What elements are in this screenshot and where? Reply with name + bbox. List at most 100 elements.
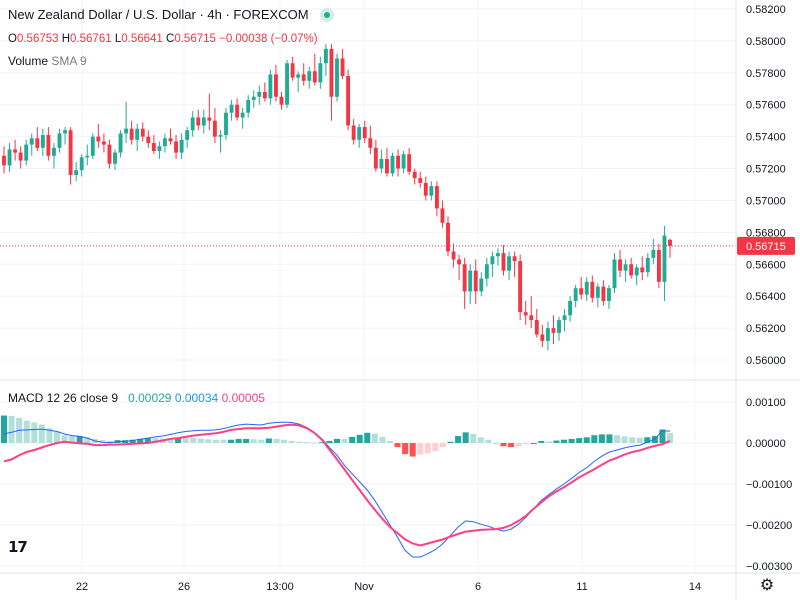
candle-body[interactable]: [107, 144, 112, 164]
candle-body[interactable]: [462, 264, 467, 292]
tradingview-logo-icon[interactable]: 17: [8, 538, 38, 564]
candle-body[interactable]: [262, 91, 267, 99]
candle-body[interactable]: [362, 127, 367, 139]
candle-body[interactable]: [201, 117, 206, 126]
candle-body[interactable]: [607, 288, 611, 301]
candle-body[interactable]: [568, 300, 573, 316]
candle-body[interactable]: [146, 136, 151, 144]
candle-body[interactable]: [140, 128, 145, 137]
candle-body[interactable]: [618, 259, 622, 271]
candle-body[interactable]: [634, 267, 639, 276]
candle-body[interactable]: [512, 256, 517, 262]
candle-body[interactable]: [174, 141, 178, 153]
candle-body[interactable]: [401, 154, 406, 169]
candle-body[interactable]: [385, 158, 389, 174]
candle-body[interactable]: [573, 288, 578, 301]
candle-body[interactable]: [335, 58, 339, 97]
candle-body[interactable]: [551, 328, 556, 333]
candle-body[interactable]: [218, 135, 223, 137]
candle-body[interactable]: [74, 170, 79, 175]
candle-body[interactable]: [562, 315, 567, 321]
candle-body[interactable]: [229, 104, 234, 113]
candle-body[interactable]: [423, 182, 428, 196]
candle-body[interactable]: [534, 320, 539, 335]
candle-body[interactable]: [645, 257, 650, 273]
candle-body[interactable]: [179, 139, 184, 153]
candle-body[interactable]: [274, 74, 278, 97]
candle-body[interactable]: [212, 120, 217, 137]
candle-body[interactable]: [101, 141, 106, 145]
candle-body[interactable]: [529, 315, 534, 321]
candle-body[interactable]: [57, 133, 62, 148]
candle-body[interactable]: [251, 96, 256, 100]
candle-body[interactable]: [207, 117, 212, 121]
candle-body[interactable]: [440, 208, 445, 223]
candle-body[interactable]: [540, 334, 545, 341]
candle-body[interactable]: [318, 63, 323, 83]
candle-body[interactable]: [113, 152, 117, 164]
candle-body[interactable]: [468, 270, 473, 292]
candle-body[interactable]: [7, 149, 12, 166]
candle-body[interactable]: [651, 249, 656, 258]
candle-body[interactable]: [357, 127, 362, 140]
candle-body[interactable]: [351, 125, 356, 140]
candle-body[interactable]: [196, 117, 201, 126]
candle-body[interactable]: [68, 130, 73, 175]
candle-body[interactable]: [473, 270, 478, 292]
candle-body[interactable]: [312, 71, 317, 83]
candle-body[interactable]: [135, 128, 140, 140]
candle-body[interactable]: [346, 76, 351, 126]
candle-body[interactable]: [412, 171, 417, 179]
candle-body[interactable]: [490, 256, 495, 265]
candle-body[interactable]: [168, 138, 173, 142]
candle-body[interactable]: [290, 63, 295, 78]
candle-body[interactable]: [151, 143, 156, 151]
candle-body[interactable]: [429, 186, 434, 196]
candle-body[interactable]: [640, 267, 645, 273]
candle-body[interactable]: [24, 144, 29, 161]
candle-body[interactable]: [557, 320, 561, 333]
candle-body[interactable]: [85, 155, 90, 158]
settings-gear-icon[interactable]: ⚙: [759, 577, 775, 594]
candle-body[interactable]: [40, 135, 45, 148]
candle-body[interactable]: [285, 63, 289, 105]
candle-body[interactable]: [29, 138, 34, 145]
candle-body[interactable]: [301, 74, 306, 81]
candle-body[interactable]: [662, 235, 667, 282]
candle-body[interactable]: [545, 328, 550, 341]
candle-body[interactable]: [479, 278, 484, 292]
candle-body[interactable]: [601, 286, 606, 301]
candle-body[interactable]: [595, 286, 600, 298]
candle-body[interactable]: [307, 71, 312, 81]
candle-body[interactable]: [124, 128, 129, 134]
candle-body[interactable]: [457, 259, 462, 265]
candle-body[interactable]: [668, 239, 672, 246]
candle-body[interactable]: [268, 74, 273, 99]
candle-body[interactable]: [373, 147, 378, 169]
candle-body[interactable]: [379, 158, 384, 169]
candle-body[interactable]: [484, 264, 489, 279]
candle-body[interactable]: [46, 135, 51, 156]
candle-body[interactable]: [2, 155, 6, 166]
candle-body[interactable]: [446, 222, 450, 252]
candle-body[interactable]: [240, 112, 245, 118]
candle-body[interactable]: [257, 91, 262, 97]
candle-body[interactable]: [13, 149, 18, 153]
candle-body[interactable]: [329, 48, 334, 97]
candle-body[interactable]: [396, 155, 400, 169]
candle-body[interactable]: [185, 130, 190, 140]
candle-body[interactable]: [523, 312, 528, 316]
candle-body[interactable]: [656, 249, 661, 282]
candle-body[interactable]: [279, 96, 284, 105]
candle-body[interactable]: [129, 128, 134, 140]
candle-body[interactable]: [340, 58, 345, 77]
candle-body[interactable]: [323, 48, 328, 64]
candle-body[interactable]: [224, 112, 228, 136]
candle-body[interactable]: [190, 117, 195, 131]
candle-body[interactable]: [418, 178, 423, 183]
candle-body[interactable]: [584, 281, 589, 295]
candle-body[interactable]: [157, 146, 162, 151]
candle-body[interactable]: [623, 264, 628, 271]
candle-body[interactable]: [629, 264, 634, 276]
